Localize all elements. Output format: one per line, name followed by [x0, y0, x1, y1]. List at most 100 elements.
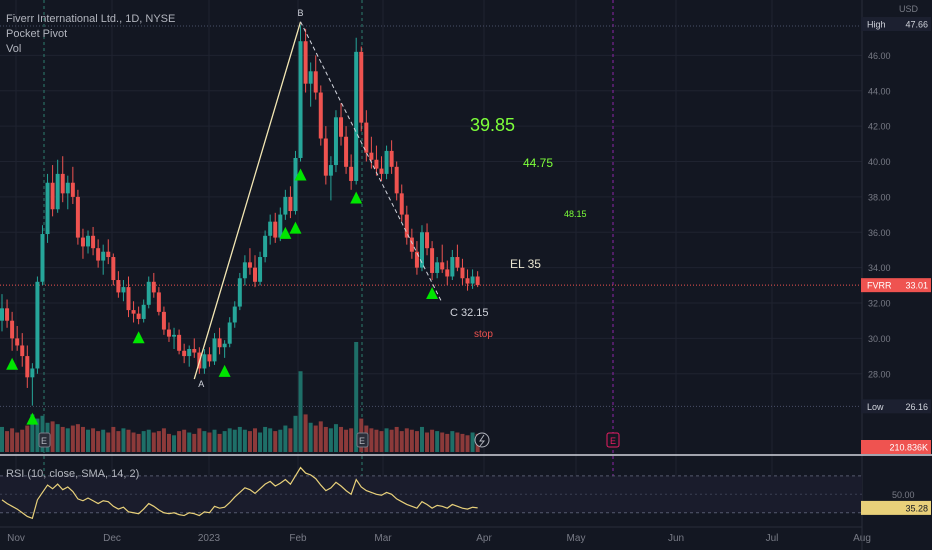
volume-bar: [404, 428, 409, 452]
x-axis-tick-label: Jul: [766, 533, 779, 544]
candle-body: [5, 308, 10, 321]
rsi-value-tag: [861, 500, 931, 515]
volume-bar: [0, 426, 4, 452]
candle-body: [161, 311, 166, 330]
candle-body: [212, 338, 217, 362]
high-tag: [861, 17, 931, 32]
volume-bar: [374, 429, 379, 452]
low-tag: [861, 399, 931, 414]
candle-body: [328, 165, 333, 176]
candle-body: [475, 276, 480, 286]
volume-bar: [202, 431, 207, 452]
candle-body: [440, 262, 445, 270]
x-axis-tick-label: 2023: [198, 533, 221, 544]
candle-body: [339, 117, 344, 137]
volume-bar: [293, 415, 298, 452]
candle-body: [384, 150, 389, 174]
candle-body: [96, 248, 101, 261]
candle-body: [298, 41, 303, 158]
candle-body: [60, 173, 65, 194]
candle-body: [182, 350, 187, 357]
pocket-pivot-arrow: [132, 331, 145, 344]
target-label-3: 48.15: [564, 209, 587, 219]
candle-body: [131, 310, 136, 314]
pocket-pivot-arrow: [350, 191, 363, 204]
rsi-indicator-label[interactable]: RSI (10, close, SMA, 14, 2): [6, 468, 140, 480]
pocket-pivot-arrow: [279, 226, 292, 239]
volume-bar: [207, 432, 212, 452]
pocket-pivot-indicator-label[interactable]: Pocket Pivot: [6, 28, 68, 40]
volume-bar: [172, 435, 177, 452]
candle-body: [389, 150, 394, 167]
candle-body: [404, 214, 409, 238]
volume-bar: [258, 432, 263, 452]
candle-body: [237, 278, 242, 307]
current-price-tag: [861, 278, 931, 293]
pattern-leg-bc: [300, 21, 443, 304]
candle-body: [0, 308, 4, 321]
candle-body: [293, 157, 298, 212]
candle-body: [166, 329, 171, 337]
volume-bar: [101, 429, 106, 452]
volume-bar: [192, 433, 197, 452]
candle-body: [45, 182, 50, 235]
candle-body: [394, 166, 399, 194]
volume-bar: [161, 428, 166, 452]
pattern-leg-ab: [193, 21, 302, 380]
candle-body: [172, 334, 177, 337]
candle-body: [349, 166, 354, 181]
candle-body: [217, 338, 222, 348]
candle-body: [111, 257, 116, 281]
candle-body: [470, 276, 475, 284]
candle-body: [313, 71, 318, 93]
y-axis-tick-label: 42.00: [868, 122, 891, 132]
volume-bar: [70, 425, 75, 452]
candle-body: [308, 71, 313, 84]
volume-bar: [288, 428, 293, 452]
current-price-tag-label: FVRR: [867, 281, 892, 291]
volume-bar: [283, 425, 288, 452]
volume-bar: [10, 428, 15, 452]
candle-body: [465, 278, 470, 284]
volume-bar: [425, 432, 430, 452]
volume-indicator-label[interactable]: Vol: [6, 43, 22, 55]
x-axis-tick-label: Apr: [476, 533, 492, 544]
candle-body: [288, 196, 293, 212]
candle-body: [80, 237, 85, 247]
candle-body: [258, 257, 263, 282]
lightning-event-icon: [474, 432, 490, 448]
volume-bar: [217, 433, 222, 452]
volume-tag: [861, 440, 931, 454]
volume-bar: [5, 431, 10, 452]
high-tag-label: High: [867, 20, 886, 30]
candle-body: [141, 304, 146, 319]
candle-body: [359, 51, 364, 123]
candle-body: [455, 257, 460, 268]
volume-bar: [308, 422, 313, 452]
volume-bar: [177, 431, 182, 452]
candle-body: [177, 334, 182, 351]
candle-body: [55, 173, 60, 210]
x-axis-tick-label: Jun: [668, 533, 684, 544]
candle-body: [65, 182, 70, 194]
volume-bar: [75, 424, 80, 452]
volume-bar: [384, 428, 389, 452]
candle-body: [126, 287, 131, 311]
volume-bar: [333, 424, 338, 452]
candle-body: [419, 232, 424, 268]
candle-body: [253, 267, 257, 282]
volume-bar: [86, 429, 91, 452]
y-axis-tick-label: 36.00: [868, 228, 891, 238]
volume-bar: [136, 433, 141, 452]
entry-label: EL 35: [510, 257, 541, 271]
y-axis-tick-label: 28.00: [868, 369, 891, 379]
volume-bar: [20, 429, 25, 452]
candle-body: [86, 235, 91, 247]
candle-body: [450, 257, 455, 277]
volume-bar: [440, 432, 445, 452]
y-axis-tick-label: 32.00: [868, 299, 891, 309]
x-axis-tick-label: Feb: [289, 533, 307, 544]
candle-body: [247, 262, 252, 268]
